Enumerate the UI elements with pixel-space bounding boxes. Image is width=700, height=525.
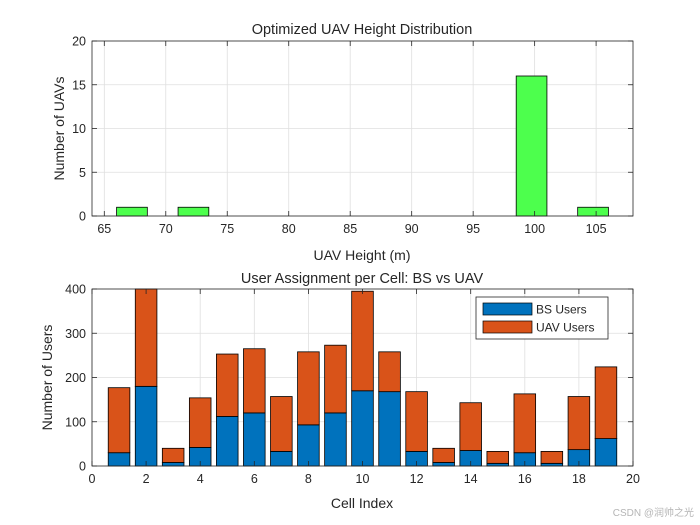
user-assignment-chart: 0 2 4 6 8 10 12 14 16 18 20 0 100 200 300 400 User Ass… — [39, 271, 640, 511]
y-tick-label: 200 — [65, 371, 86, 385]
uav-users-bar — [540, 450, 564, 464]
bs-users-bar — [594, 438, 618, 467]
y-ticks-users: 0 100 200 300 400 — [65, 283, 633, 474]
x-tick-label: 0 — [89, 472, 96, 486]
x-tick-label: 75 — [220, 222, 234, 236]
uav-users-bar — [161, 447, 185, 463]
bars-users — [107, 288, 618, 467]
x-tick-label: 90 — [405, 222, 419, 236]
y-tick-label: 100 — [65, 415, 86, 429]
y-tick-label: 0 — [79, 460, 86, 474]
uav-users-bar — [594, 366, 618, 439]
x-tick-label: 80 — [282, 222, 296, 236]
x-axis-label-users: Cell Index — [331, 495, 393, 511]
y-tick-label: 0 — [79, 210, 86, 224]
x-tick-label: 65 — [97, 222, 111, 236]
bs-users-bar — [216, 416, 239, 467]
x-tick-label: 16 — [518, 472, 532, 486]
x-tick-label: 10 — [356, 472, 370, 486]
uav-users-bar — [216, 353, 239, 417]
x-axis-label-height: UAV Height (m) — [314, 247, 411, 263]
uav-users-bar — [351, 290, 374, 392]
uav-users-bar — [513, 393, 537, 454]
y-axis-label-users: Number of Users — [39, 325, 55, 431]
y-tick-label: 400 — [65, 283, 86, 297]
uav-users-bar — [378, 351, 401, 393]
bs-users-bar — [134, 385, 158, 467]
x-ticks-users: 0 2 4 6 8 10 12 14 16 18 20 — [89, 289, 640, 486]
y-tick-label: 10 — [72, 122, 86, 136]
uav-users-bar — [459, 402, 482, 451]
x-tick-label: 2 — [143, 472, 150, 486]
y-ticks-height: 0 5 10 15 20 — [72, 35, 633, 224]
histogram-bar — [577, 206, 609, 217]
x-tick-label: 95 — [466, 222, 480, 236]
uav-users-bar — [486, 450, 509, 464]
uav-users-bar — [324, 344, 347, 414]
bs-users-bar — [351, 390, 374, 467]
bs-users-bar — [378, 391, 401, 467]
height-histogram-chart: 65 70 75 80 85 90 95 100 105 0 5 10 15 20 Optimized … — [51, 22, 634, 263]
uav-users-bar — [134, 288, 158, 387]
legend-swatch-uav-users — [482, 320, 533, 334]
chart-title-height: Optimized UAV Height Distribution — [252, 22, 473, 38]
uav-users-bar — [297, 351, 320, 426]
uav-users-bar — [405, 391, 428, 452]
histogram-bar — [116, 206, 148, 217]
legend-label-bs-users: BS Users — [536, 303, 587, 317]
uav-users-bar — [107, 387, 131, 454]
x-tick-label: 6 — [251, 472, 258, 486]
y-tick-label: 300 — [65, 327, 86, 341]
x-tick-label: 12 — [410, 472, 424, 486]
y-axis-label-height: Number of UAVs — [51, 77, 67, 181]
x-tick-label: 20 — [626, 472, 640, 486]
legend-swatch-bs-users — [482, 302, 533, 316]
uav-users-bar — [432, 447, 455, 463]
y-tick-label: 20 — [72, 35, 86, 49]
x-ticks-height: 65 70 75 80 85 90 95 100 105 — [97, 41, 607, 236]
bs-users-bar — [432, 462, 455, 467]
watermark: CSDN @润帅之光 — [613, 506, 694, 519]
chart-title-users: User Assignment per Cell: BS vs UAV — [241, 271, 484, 287]
uav-users-bar — [567, 396, 591, 451]
x-tick-label: 18 — [572, 472, 586, 486]
bs-users-bar — [297, 424, 320, 467]
x-tick-label: 85 — [343, 222, 357, 236]
x-tick-label: 14 — [464, 472, 478, 486]
histogram-bar — [515, 75, 548, 217]
bs-users-bar — [161, 462, 185, 467]
bs-users-bar — [243, 412, 266, 467]
histogram-bar — [177, 206, 210, 217]
x-tick-label: 70 — [159, 222, 173, 236]
uav-users-bar — [188, 397, 212, 448]
x-tick-label: 105 — [586, 222, 607, 236]
x-tick-label: 4 — [197, 472, 204, 486]
bs-users-bar — [270, 450, 293, 467]
legend-label-uav-users: UAV Users — [536, 321, 594, 335]
uav-users-bar — [270, 396, 293, 452]
bs-users-bar — [324, 412, 347, 467]
x-tick-label: 8 — [305, 472, 312, 486]
bars-height — [116, 75, 609, 217]
bs-users-bar — [107, 452, 131, 467]
uav-users-bar — [243, 348, 266, 414]
legend: BS Users UAV Users — [475, 296, 609, 340]
x-tick-label: 100 — [524, 222, 545, 236]
y-tick-label: 15 — [72, 78, 86, 92]
y-tick-label: 5 — [79, 166, 86, 180]
